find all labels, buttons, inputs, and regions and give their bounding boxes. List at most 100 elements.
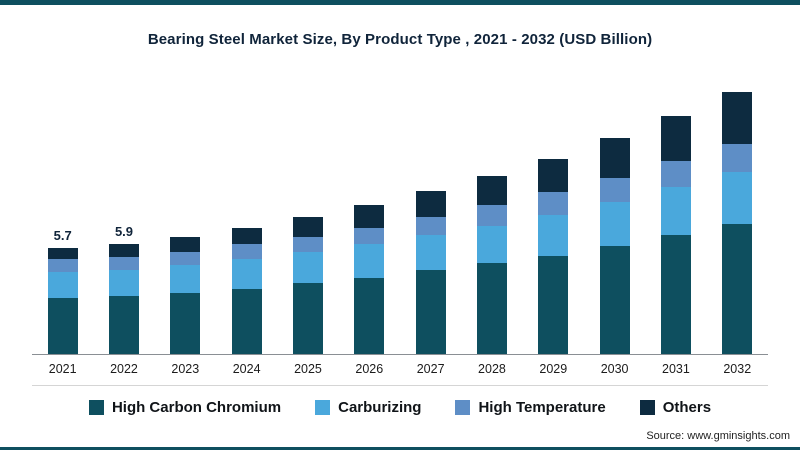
bar-segment-others [538, 158, 569, 193]
bar-group-2024 [216, 64, 277, 354]
bar-segment-high-temperature [476, 205, 507, 226]
bar-segment-carburizing [722, 171, 753, 224]
plot-area: 5.7 5.9 [32, 64, 768, 355]
source-url: www.gminsights.com [687, 430, 790, 442]
bar-segment-others [599, 138, 630, 178]
chart-area: 5.7 5.9 2021 2022 2023 2024 2025 2026 2027 2028 2… [32, 64, 768, 386]
bar-segment-carburizing [108, 270, 139, 297]
x-axis-label-2023: 2023 [171, 362, 200, 376]
bar-segment-high-temperature [599, 177, 630, 202]
bar-value-label: 5.7 [53, 228, 72, 244]
bar-segment-others [47, 248, 78, 260]
bar-segment-carburizing [354, 244, 385, 278]
legend-swatch-others [639, 400, 655, 415]
legend-item-others: Others [639, 399, 712, 416]
bar-segment-others [170, 236, 201, 252]
stacked-bar-2022 [108, 244, 139, 354]
bar-segment-others [722, 92, 753, 145]
bar-segment-others [660, 116, 691, 161]
stacked-bar-2031 [660, 116, 691, 354]
bar-group-2022: 5.9 [93, 64, 154, 354]
bar-segment-high-carbon-chromium [599, 246, 630, 354]
chart-title: Bearing Steel Market Size, By Product Ty… [147, 31, 653, 48]
bar-group-2029 [523, 64, 584, 354]
bar-segment-carburizing [415, 235, 446, 271]
top-accent-bar [0, 0, 800, 5]
bar-segment-carburizing [599, 201, 630, 247]
x-axis-label-2024: 2024 [232, 362, 261, 376]
stacked-bar-2021 [47, 248, 78, 354]
bar-group-2021: 5.7 [32, 64, 93, 354]
legend-item-high-carbon-chromium: High Carbon Chromium [88, 399, 281, 416]
x-axis-label-2032: 2032 [723, 362, 752, 376]
bar-segment-high-temperature [170, 251, 201, 265]
bar-segment-carburizing [476, 225, 507, 263]
bar-segment-high-temperature [354, 227, 385, 245]
legend-swatch-high-carbon-chromium [88, 400, 104, 415]
bar-group-2030 [584, 64, 645, 354]
bar-segment-high-temperature [415, 216, 446, 236]
bar-segment-high-carbon-chromium [108, 296, 139, 354]
bar-segment-high-temperature [292, 236, 323, 252]
stacked-bar-2025 [292, 216, 323, 354]
x-axis-label-2030: 2030 [600, 362, 629, 376]
bar-segment-carburizing [231, 259, 262, 289]
bottom-accent-bar [0, 447, 800, 450]
stacked-bar-2030 [599, 138, 630, 354]
stacked-bar-2023 [170, 236, 201, 354]
bar-segment-others [476, 175, 507, 206]
legend-swatch-carburizing [315, 400, 331, 415]
x-axis-label-2031: 2031 [662, 362, 690, 376]
legend-label: Carburizing [338, 399, 422, 416]
bar-segment-high-temperature [47, 259, 78, 273]
bar-segment-others [108, 244, 139, 258]
bar-group-2028 [461, 64, 522, 354]
x-axis: 2021 2022 2023 2024 2025 2026 2027 2028 2029 2030… [32, 355, 768, 386]
stacked-bar-2028 [476, 175, 507, 354]
bar-segment-carburizing [170, 264, 201, 293]
bar-segment-high-carbon-chromium [47, 298, 78, 354]
x-axis-label-2026: 2026 [355, 362, 384, 376]
bar-segment-high-temperature [722, 144, 753, 172]
legend-item-high-temperature: High Temperature [455, 399, 606, 416]
bar-value-label: 5.9 [114, 224, 134, 240]
bar-segment-high-temperature [538, 192, 569, 215]
bar-segment-high-temperature [108, 257, 139, 271]
x-axis-label-2022: 2022 [110, 362, 138, 376]
bar-segment-others [231, 227, 262, 245]
bar-segment-carburizing [660, 186, 691, 236]
bar-segment-others [292, 216, 323, 237]
bar-segment-high-carbon-chromium [415, 270, 446, 354]
stacked-bar-2026 [354, 205, 385, 354]
bar-segment-high-carbon-chromium [354, 277, 385, 354]
x-axis-label-2029: 2029 [539, 362, 568, 376]
legend-label: Others [662, 399, 712, 416]
stacked-bar-2029 [538, 158, 569, 354]
legend-label: High Temperature [478, 399, 606, 416]
bar-group-2031 [645, 64, 706, 354]
source-prefix: Source: [646, 430, 685, 442]
bar-segment-high-carbon-chromium [170, 292, 201, 354]
bar-segment-carburizing [292, 251, 323, 284]
bar-segment-high-carbon-chromium [231, 288, 262, 354]
bar-segment-others [354, 205, 385, 228]
x-axis-label-2028: 2028 [478, 362, 506, 376]
legend-swatch-high-temperature [455, 400, 471, 415]
bar-segment-high-carbon-chromium [660, 235, 691, 354]
bar-group-2023 [155, 64, 216, 354]
bar-segment-high-carbon-chromium [476, 262, 507, 354]
bar-segment-others [415, 190, 446, 217]
bar-segment-high-carbon-chromium [292, 283, 323, 354]
legend-item-carburizing: Carburizing [315, 399, 421, 416]
bar-segment-carburizing [538, 214, 569, 256]
stacked-bar-2027 [415, 190, 446, 354]
source-text: Source: www.gminsights.com [646, 430, 790, 442]
x-axis-label-2021: 2021 [48, 362, 77, 376]
bar-segment-high-temperature [231, 244, 262, 260]
legend: High Carbon Chromium Carburizing High Temp… [0, 399, 800, 416]
bar-segment-high-carbon-chromium [722, 223, 753, 354]
bar-group-2026 [339, 64, 400, 354]
bar-group-2032 [707, 64, 768, 354]
stacked-bar-2024 [231, 227, 262, 354]
bar-segment-high-carbon-chromium [538, 255, 569, 354]
